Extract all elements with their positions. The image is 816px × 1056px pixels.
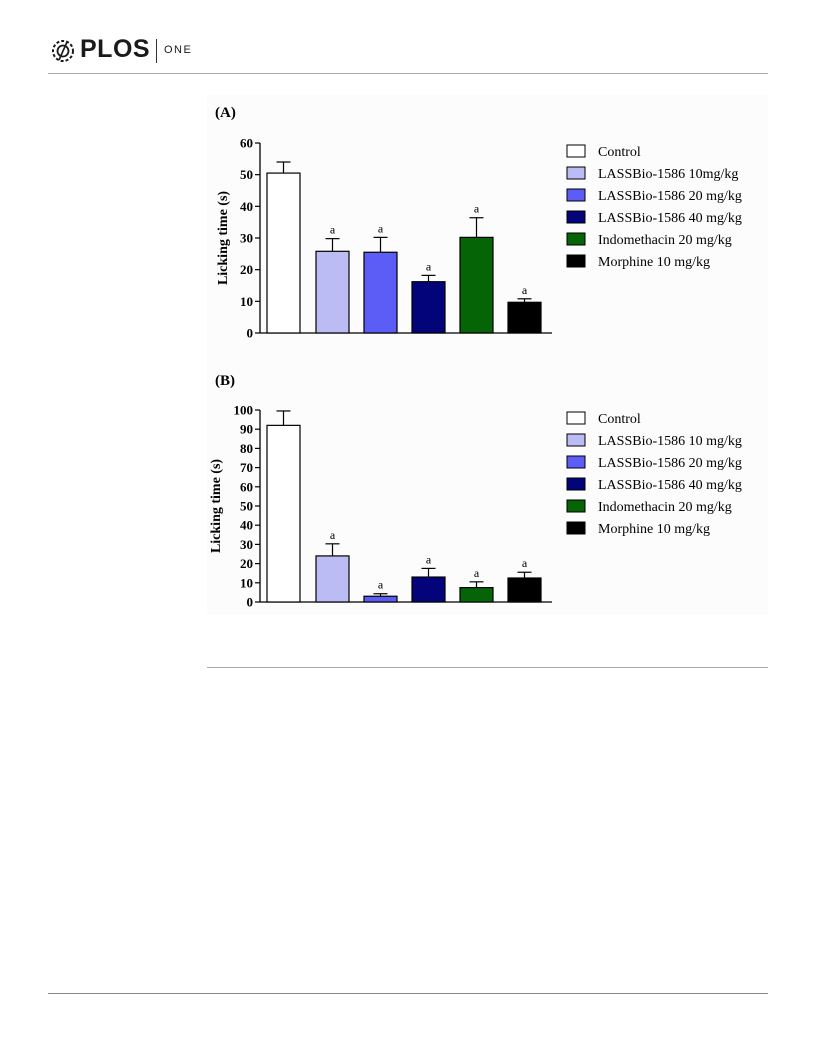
- legend-label: LASSBio-1586 40 mg/kg: [598, 211, 742, 226]
- legend-label: LASSBio-1586 40 mg/kg: [598, 478, 742, 493]
- bar: [507, 301, 542, 334]
- legend-swatch: [566, 411, 586, 425]
- y-tick-label: 60: [240, 479, 253, 494]
- bar: [411, 281, 446, 334]
- logo-divider: [156, 39, 157, 63]
- legend-label: LASSBio-1586 20 mg/kg: [598, 456, 742, 471]
- legend-swatch: [566, 477, 586, 491]
- significance-label: a: [426, 552, 432, 566]
- y-tick-label: 20: [240, 556, 253, 571]
- figure-svg: (A) 0 10 20 30 40 50 60 Licking time (s) a a a a a Con…: [209, 105, 742, 610]
- legend-swatch: [566, 433, 586, 447]
- footer-rule: [48, 993, 768, 994]
- legend-label: LASSBio-1586 20 mg/kg: [598, 189, 742, 204]
- logo-sub: ONE: [164, 44, 193, 56]
- y-axis-label: Licking time (s): [209, 459, 224, 553]
- bar: [266, 172, 301, 334]
- legend-label: Control: [598, 412, 641, 427]
- legend-swatch: [566, 210, 586, 224]
- bar: [266, 424, 301, 603]
- significance-label: a: [378, 221, 384, 235]
- significance-label: a: [378, 578, 384, 592]
- bar: [315, 250, 350, 334]
- y-tick-label: 100: [234, 403, 254, 418]
- panel-label: (A): [215, 105, 236, 121]
- bar: [363, 595, 398, 603]
- y-tick-label: 0: [247, 595, 254, 610]
- legend-label: Indomethacin 20 mg/kg: [598, 233, 732, 248]
- significance-label: a: [522, 556, 528, 570]
- y-tick-label: 40: [240, 199, 253, 214]
- y-tick-label: 0: [247, 326, 254, 341]
- y-tick-label: 60: [240, 136, 253, 151]
- logo-text: PLOS: [80, 35, 151, 63]
- bar: [459, 587, 494, 603]
- legend-label: Morphine 10 mg/kg: [598, 255, 710, 270]
- bar: [315, 555, 350, 603]
- significance-label: a: [474, 566, 480, 580]
- y-tick-label: 40: [240, 518, 253, 533]
- bar: [363, 251, 398, 334]
- significance-label: a: [474, 202, 480, 216]
- y-tick-label: 90: [240, 422, 253, 437]
- legend-label: Control: [598, 145, 641, 160]
- y-tick-label: 30: [240, 231, 253, 246]
- significance-label: a: [522, 283, 528, 297]
- legend-label: Morphine 10 mg/kg: [598, 522, 710, 537]
- bar: [411, 576, 446, 603]
- significance-label: a: [330, 528, 336, 542]
- legend-swatch: [566, 499, 586, 513]
- journal-header: PLOS ONE: [0, 0, 816, 74]
- legend-swatch: [566, 232, 586, 246]
- y-tick-label: 30: [240, 537, 253, 552]
- y-tick-label: 10: [240, 294, 253, 309]
- y-tick-label: 50: [240, 167, 253, 182]
- header-rule: [48, 73, 768, 74]
- significance-label: a: [330, 223, 336, 237]
- legend-swatch: [566, 166, 586, 180]
- legend-label: LASSBio-1586 10mg/kg: [598, 167, 738, 182]
- legend-swatch: [566, 254, 586, 268]
- legend-swatch: [566, 188, 586, 202]
- y-tick-label: 70: [240, 460, 253, 475]
- significance-label: a: [426, 259, 432, 273]
- bar: [507, 577, 542, 603]
- bar: [459, 236, 494, 334]
- y-tick-label: 50: [240, 499, 253, 514]
- y-tick-label: 10: [240, 575, 253, 590]
- y-axis-label: Licking time (s): [216, 191, 231, 285]
- legend-label: Indomethacin 20 mg/kg: [598, 500, 732, 515]
- legend-swatch: [566, 521, 586, 535]
- legend-swatch: [566, 455, 586, 469]
- y-tick-label: 20: [240, 262, 253, 277]
- plos-logo-icon: [52, 40, 74, 62]
- panel-label: (B): [215, 373, 235, 389]
- y-tick-label: 80: [240, 441, 253, 456]
- figure-rule: [207, 667, 768, 668]
- figure: (A) 0 10 20 30 40 50 60 Licking time (s) a a a a a Con…: [207, 95, 768, 615]
- legend-swatch: [566, 144, 586, 158]
- legend-label: LASSBio-1586 10 mg/kg: [598, 434, 742, 449]
